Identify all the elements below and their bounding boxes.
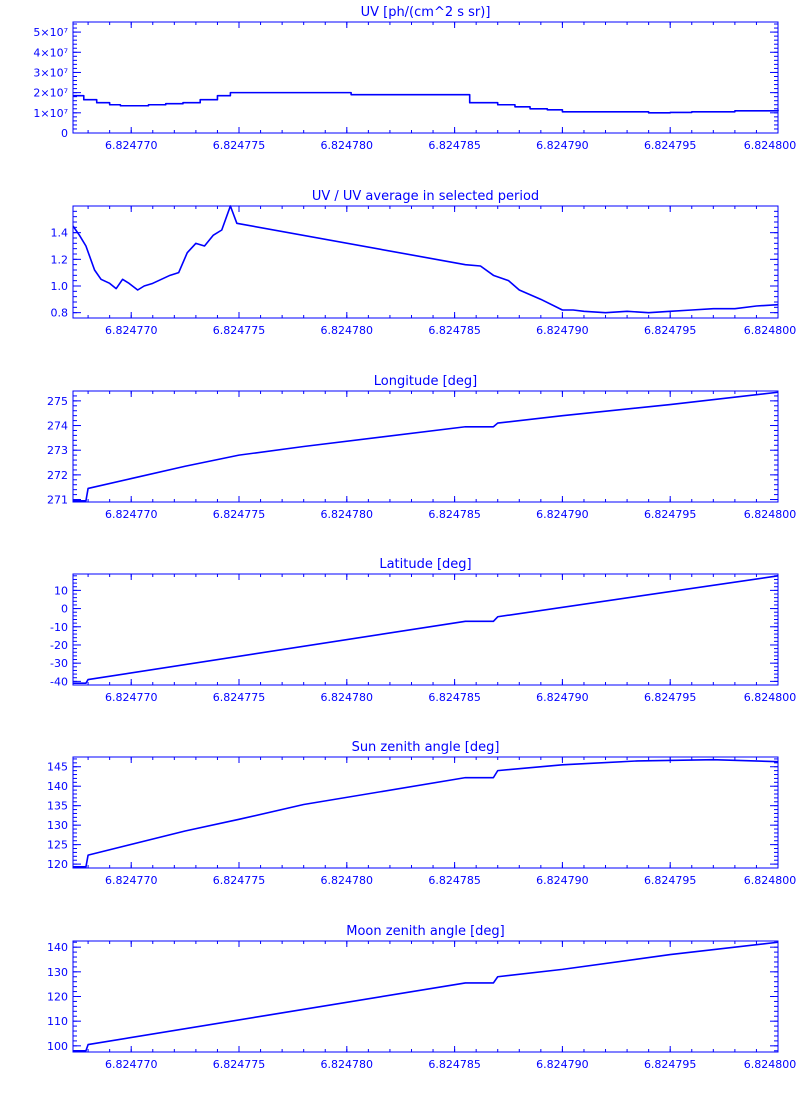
y-tick-label: 145 xyxy=(47,761,68,774)
y-tick-label: 271 xyxy=(47,494,68,507)
plot-frame xyxy=(72,756,779,869)
x-tick-label: 6.824770 xyxy=(105,691,158,704)
x-tick-label: 6.824790 xyxy=(536,1058,589,1071)
x-tick-label: 6.824800 xyxy=(744,139,797,152)
chart-title: Moon zenith angle [deg] xyxy=(346,924,504,939)
series-line xyxy=(73,575,779,684)
y-tick-label: -20 xyxy=(50,639,68,652)
x-tick-label: 6.824775 xyxy=(213,324,266,337)
y-tick-label: 130 xyxy=(47,966,68,979)
x-tick-label: 6.824785 xyxy=(428,1058,481,1071)
x-tick-label: 6.824780 xyxy=(321,508,374,521)
x-tick-label: 6.824795 xyxy=(644,1058,697,1071)
x-tick-label: 6.824770 xyxy=(105,874,158,887)
x-tick-label: 6.824785 xyxy=(428,691,481,704)
x-tick-label: 6.824780 xyxy=(321,691,374,704)
plot-frame xyxy=(72,21,779,134)
y-tick-label: 135 xyxy=(47,800,68,813)
series-line xyxy=(73,941,779,1052)
x-tick-label: 6.824795 xyxy=(644,324,697,337)
y-tick-label: 140 xyxy=(47,941,68,954)
x-tick-label: 6.824800 xyxy=(744,691,797,704)
chart-panel-4: Latitude [deg] 6.824770 6.824775 6.824780 6.… xyxy=(50,557,796,704)
y-tick-label: 0.8 xyxy=(51,307,69,320)
x-tick-label: 6.824770 xyxy=(105,508,158,521)
chart-title: UV [ph/(cm^2 s sr)] xyxy=(361,5,491,20)
y-tick-label: 5×10⁷ xyxy=(33,26,68,39)
x-tick-label: 6.824770 xyxy=(105,1058,158,1071)
x-tick-label: 6.824775 xyxy=(213,691,266,704)
y-tick-label: 1.0 xyxy=(51,280,69,293)
x-tick-label: 6.824795 xyxy=(644,691,697,704)
y-tick-label: 110 xyxy=(47,1015,68,1028)
y-tick-label: 120 xyxy=(47,858,68,871)
chart-title: UV / UV average in selected period xyxy=(312,189,539,204)
series-line xyxy=(73,91,779,114)
x-tick-label: 6.824800 xyxy=(744,508,797,521)
x-tick-label: 6.824775 xyxy=(213,874,266,887)
y-tick-label: 2×10⁷ xyxy=(33,87,68,100)
x-tick-label: 6.824800 xyxy=(744,874,797,887)
chart-title: Sun zenith angle [deg] xyxy=(352,740,500,755)
y-tick-label: 125 xyxy=(47,839,68,852)
plot-frame xyxy=(72,940,779,1053)
y-tick-label: 272 xyxy=(47,469,68,482)
chart-panel-2: UV / UV average in selected period 6.8247… xyxy=(51,189,797,337)
y-tick-label: 275 xyxy=(47,395,68,408)
x-tick-label: 6.824785 xyxy=(428,139,481,152)
x-tick-label: 6.824775 xyxy=(213,1058,266,1071)
x-tick-label: 6.824780 xyxy=(321,874,374,887)
y-tick-label: 273 xyxy=(47,444,68,457)
x-tick-label: 6.824780 xyxy=(321,324,374,337)
x-tick-label: 6.824780 xyxy=(321,139,374,152)
y-tick-label: 0 xyxy=(61,127,68,140)
y-tick-label: 4×10⁷ xyxy=(33,46,68,59)
y-tick-label: 3×10⁷ xyxy=(33,66,68,79)
y-tick-label: 0 xyxy=(61,603,68,616)
series-line xyxy=(72,205,779,314)
x-tick-label: 6.824790 xyxy=(536,508,589,521)
plot-frame xyxy=(72,390,779,503)
x-tick-label: 6.824800 xyxy=(744,1058,797,1071)
x-tick-label: 6.824800 xyxy=(744,324,797,337)
chart-panel-1: UV [ph/(cm^2 s sr)] 6.824770 6.824775 6.824… xyxy=(33,5,796,152)
series-line xyxy=(73,758,779,868)
y-tick-label: -10 xyxy=(50,621,68,634)
y-tick-label: -40 xyxy=(50,675,68,688)
chart-panel-6: Moon zenith angle [deg] 6.824770 6.824775 6… xyxy=(47,924,796,1071)
x-tick-label: 6.824770 xyxy=(105,139,158,152)
y-tick-label: 130 xyxy=(47,819,68,832)
y-tick-label: 10 xyxy=(54,584,68,597)
x-tick-label: 6.824785 xyxy=(428,508,481,521)
x-tick-label: 6.824785 xyxy=(428,324,481,337)
x-tick-label: 6.824795 xyxy=(644,874,697,887)
x-tick-label: 6.824780 xyxy=(321,1058,374,1071)
y-tick-label: 1.4 xyxy=(51,227,69,240)
chart-title: Latitude [deg] xyxy=(379,557,471,572)
chart-panel-5: Sun zenith angle [deg] 6.824770 6.824775 6.… xyxy=(47,740,796,887)
y-tick-label: 120 xyxy=(47,991,68,1004)
plot-frame xyxy=(72,573,779,686)
y-tick-label: -30 xyxy=(50,657,68,670)
y-tick-label: 274 xyxy=(47,420,68,433)
x-tick-label: 6.824795 xyxy=(644,139,697,152)
x-tick-label: 6.824790 xyxy=(536,139,589,152)
y-tick-label: 1×10⁷ xyxy=(33,107,68,120)
y-tick-label: 1.2 xyxy=(51,253,69,266)
x-tick-label: 6.824790 xyxy=(536,874,589,887)
y-tick-label: 100 xyxy=(47,1040,68,1053)
x-tick-label: 6.824770 xyxy=(105,324,158,337)
x-tick-label: 6.824790 xyxy=(536,691,589,704)
chart-panel-3: Longitude [deg] 6.824770 6.824775 6.824780 6… xyxy=(47,374,796,521)
x-tick-label: 6.824785 xyxy=(428,874,481,887)
x-tick-label: 6.824795 xyxy=(644,508,697,521)
x-tick-label: 6.824790 xyxy=(536,324,589,337)
chart-title: Longitude [deg] xyxy=(374,374,477,389)
series-line xyxy=(73,391,779,502)
x-tick-label: 6.824775 xyxy=(213,508,266,521)
plot-frame xyxy=(72,205,779,319)
y-tick-label: 140 xyxy=(47,780,68,793)
x-tick-label: 6.824775 xyxy=(213,139,266,152)
